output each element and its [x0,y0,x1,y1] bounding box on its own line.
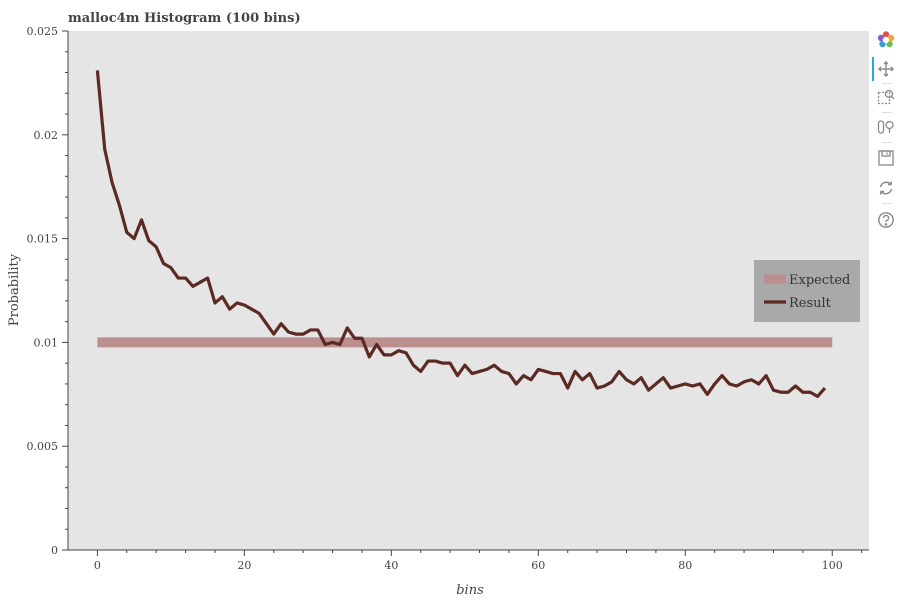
legend-label-expected: Expected [789,273,850,288]
y-tick-label: 0.015 [27,233,59,246]
x-tick-label: 80 [678,559,692,572]
bokeh-logo-icon[interactable] [876,30,896,50]
reset-tool-icon[interactable] [876,178,896,198]
series-layer [95,70,833,398]
toolbar-separator [882,112,892,113]
y-tick-label: 0.005 [27,440,59,453]
pan-tool-active-indicator [872,57,874,81]
y-tick-label: 0.01 [34,336,59,349]
x-tick-label: 20 [237,559,251,572]
wheel-zoom-tool-icon[interactable] [876,117,896,137]
series-line-result [95,70,827,398]
toolbar-separator [882,203,892,204]
y-tick-label: 0.02 [34,129,59,142]
plot-area[interactable] [68,31,869,550]
toolbar-separator [882,142,892,143]
toolbar-separator [882,83,892,84]
y-tick-label: 0.025 [27,25,59,38]
x-tick-label: 0 [94,559,101,572]
x-tick-label: 40 [384,559,398,572]
chart-title: malloc4m Histogram (100 bins) [68,11,301,26]
legend-background [754,260,860,322]
axes-layer: 0 20 40 60 80 100 0 0.005 0.01 0.015 0.02 0.025 [27,25,869,572]
x-axis-label: bins [456,583,484,598]
box-zoom-tool-icon[interactable] [876,87,896,107]
y-tick-label: 0 [51,544,58,557]
y-axis-label: Probability [7,253,22,326]
legend[interactable]: Expected Result [754,260,860,322]
help-tool-icon[interactable] [876,210,896,230]
x-tick-label: 60 [531,559,545,572]
x-tick-label: 100 [822,559,843,572]
legend-label-result: Result [789,296,832,311]
pan-tool-icon[interactable] [876,59,896,79]
save-tool-icon[interactable] [876,148,896,168]
